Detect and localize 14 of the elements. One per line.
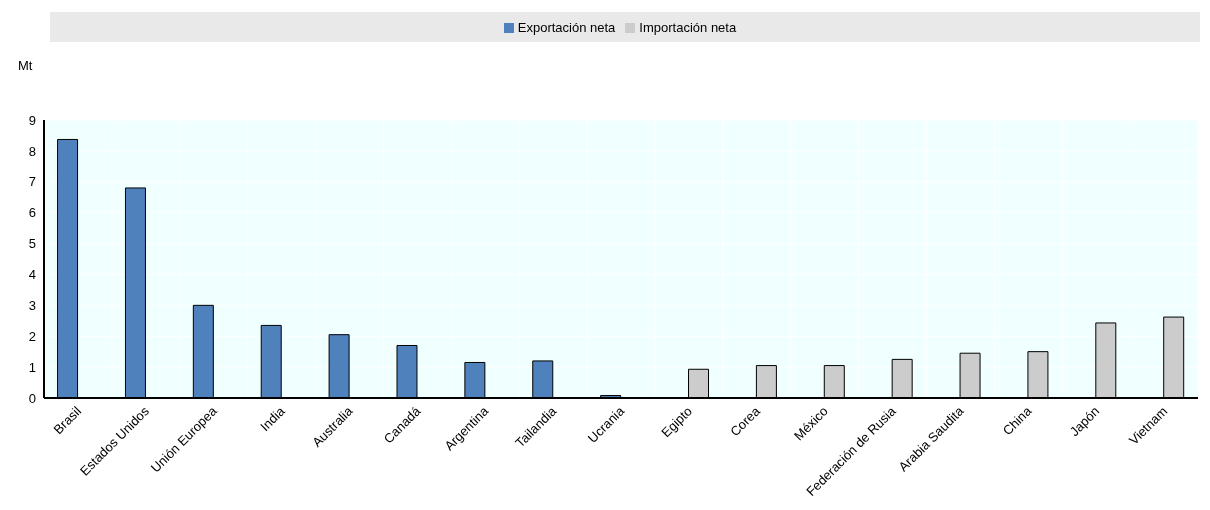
legend-label: Exportación neta	[517, 20, 616, 35]
y-tick-label: 0	[28, 390, 36, 406]
y-tick-label: 7	[28, 174, 36, 190]
y-tick-label: 8	[28, 143, 36, 159]
y-tick-label: 5	[28, 236, 36, 252]
x-tick-label: India	[257, 402, 289, 435]
y-tick-label: 9	[28, 112, 36, 128]
y-tick-label: 2	[28, 328, 36, 344]
y-tick-label: 3	[28, 297, 36, 313]
y-tick-label: 4	[28, 267, 36, 283]
y-tick-label: 1	[28, 359, 36, 375]
y-tick-label: 6	[28, 205, 36, 221]
legend-label: Importación neta	[639, 20, 737, 35]
y-axis-title: Mt	[18, 58, 33, 73]
